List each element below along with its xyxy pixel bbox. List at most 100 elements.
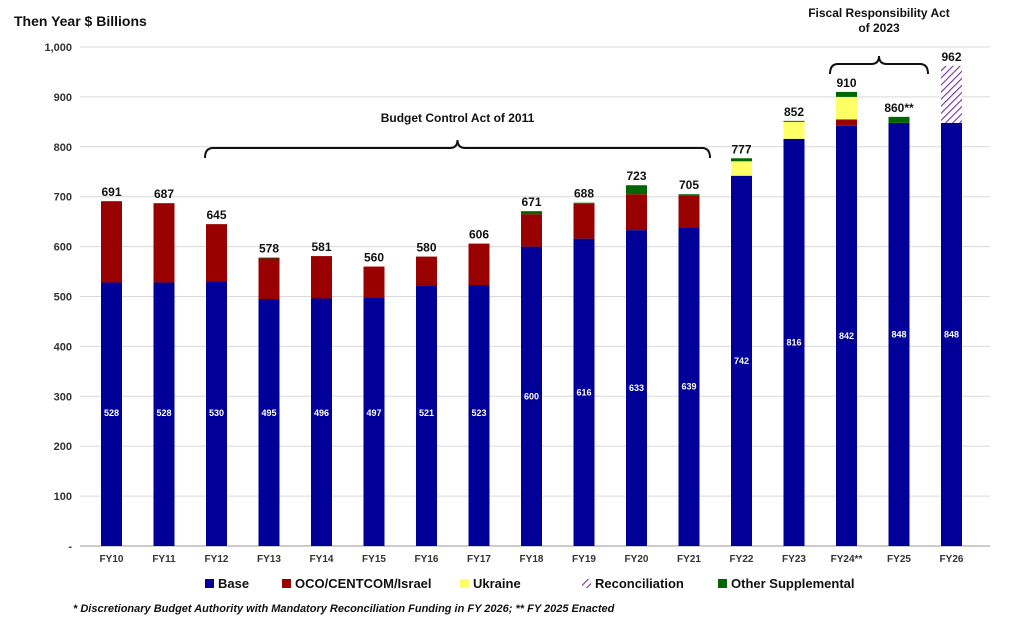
- bar-segment-base: [573, 238, 595, 546]
- bar-segment-oco-centcom-israel: [153, 203, 175, 283]
- bar-segment-oco-centcom-israel: [206, 224, 227, 282]
- total-value-label: 860**: [884, 101, 914, 115]
- y-tick-label: 800: [54, 142, 72, 154]
- base-value-label: 600: [524, 391, 539, 401]
- base-value-label: 496: [314, 408, 329, 418]
- bar-segment-base: [888, 122, 910, 547]
- x-tick-label: FY13: [257, 554, 281, 565]
- total-value-label: 606: [469, 228, 489, 242]
- bar-segment-base: [206, 281, 227, 546]
- y-tick-label: 900: [54, 92, 72, 104]
- bar-segment-base: [153, 282, 175, 546]
- y-tick-label: 200: [54, 441, 72, 453]
- total-value-label: 645: [206, 208, 226, 222]
- bar-segment-oco-centcom-israel: [101, 201, 122, 283]
- bar-series: 528 691 528 687 530 645 495 578 496 581 497 560 521 5…: [101, 50, 962, 547]
- base-value-label: 816: [786, 337, 801, 347]
- base-value-label: 848: [944, 329, 959, 339]
- x-tick-label: FY16: [415, 554, 439, 565]
- bar-segment-oco-centcom-israel: [678, 195, 700, 228]
- base-value-label: 528: [104, 408, 119, 418]
- base-value-label: 497: [366, 408, 381, 418]
- legend-swatch: [205, 579, 214, 588]
- legend-label: Reconciliation: [595, 576, 684, 591]
- bar-segment-base: [416, 286, 437, 546]
- legend-label: OCO/CENTCOM/Israel: [295, 576, 432, 591]
- bracket-label: Fiscal Responsibility Act: [808, 6, 950, 20]
- bar-segment-other-supplemental: [258, 257, 280, 259]
- x-axis-ticks: FY10 FY11 FY12 FY13 FY14 FY15 FY16 FY17 FY18 FY19…: [100, 554, 964, 565]
- x-tick-label: FY23: [782, 554, 806, 565]
- x-tick-label: FY25: [887, 554, 911, 565]
- y-tick-label: 500: [54, 292, 72, 304]
- y-tick-label: 700: [54, 192, 72, 204]
- bar-segment-oco-centcom-israel: [363, 266, 385, 298]
- bar-segment-reconciliation: [941, 65, 962, 123]
- base-value-label: 639: [681, 382, 696, 392]
- bar-segment-base: [941, 122, 962, 547]
- bar-segment-base: [101, 282, 122, 546]
- legend-label: Base: [218, 576, 249, 591]
- base-value-label: 530: [209, 408, 224, 418]
- x-tick-label: FY18: [520, 554, 544, 565]
- legend-label: Other Supplemental: [731, 576, 855, 591]
- x-tick-label: FY10: [100, 554, 124, 565]
- x-tick-label: FY26: [940, 554, 964, 565]
- x-tick-label: FY14: [310, 554, 334, 565]
- x-tick-label: FY12: [205, 554, 229, 565]
- base-value-label: 495: [261, 408, 276, 418]
- bar-segment-oco-centcom-israel: [521, 214, 542, 247]
- bar-segment-oco-centcom-israel: [311, 256, 332, 299]
- total-value-label: 580: [416, 241, 436, 255]
- y-tick-label: 1,000: [44, 42, 72, 54]
- bar-segment-oco-centcom-israel: [258, 258, 280, 299]
- base-value-label: 523: [471, 408, 486, 418]
- bar-segment-other-supplemental: [731, 158, 752, 162]
- total-value-label: 691: [101, 185, 121, 199]
- total-value-label: 671: [521, 195, 541, 209]
- x-tick-label: FY15: [362, 554, 386, 565]
- bar-segment-other-supplemental: [888, 116, 910, 123]
- total-value-label: 687: [154, 187, 174, 201]
- total-value-label: 852: [784, 105, 804, 119]
- base-value-label: 521: [419, 408, 434, 418]
- bar-segment-base: [363, 297, 385, 546]
- bracket-annotations: Budget Control Act of 2011 Fiscal Respons…: [204, 6, 950, 159]
- total-value-label: 560: [364, 251, 384, 265]
- base-value-label: 842: [839, 331, 854, 341]
- legend-label: Ukraine: [473, 576, 521, 591]
- base-value-label: 528: [156, 408, 171, 418]
- y-axis-title: Then Year $ Billions: [14, 13, 147, 29]
- footnote: * Discretionary Budget Authority with Ma…: [73, 603, 615, 615]
- total-value-label: 723: [626, 169, 646, 183]
- x-tick-label: FY22: [730, 554, 754, 565]
- y-axis-ticks: - 100 200 300 400 500 600 700 800 900 1,000: [44, 42, 72, 553]
- bar-segment-oco-centcom-israel: [416, 256, 437, 287]
- legend-swatch: [718, 579, 727, 588]
- x-tick-label: FY11: [152, 554, 176, 565]
- bar-segment-base: [731, 175, 752, 546]
- total-value-label: 581: [311, 240, 331, 254]
- bracket-label: Budget Control Act of 2011: [381, 111, 535, 125]
- bar-segment-base: [258, 298, 280, 546]
- legend-swatch: [582, 579, 591, 588]
- total-value-label: 578: [259, 242, 279, 256]
- bracket: [829, 55, 929, 75]
- base-value-label: 848: [891, 329, 906, 339]
- x-tick-label: FY17: [467, 554, 491, 565]
- bar-segment-base: [783, 138, 805, 547]
- bar-segment-base: [468, 285, 490, 546]
- bar-segment-oco-centcom-israel: [573, 203, 595, 239]
- base-value-label: 616: [576, 387, 591, 397]
- x-tick-label: FY20: [625, 554, 649, 565]
- bar-segment-other-supplemental: [783, 120, 805, 122]
- x-tick-label: FY24**: [831, 554, 863, 565]
- legend-swatch: [460, 579, 469, 588]
- y-tick-label: -: [68, 541, 72, 553]
- base-value-label: 742: [734, 356, 749, 366]
- y-tick-label: 300: [54, 391, 72, 403]
- bar-segment-ukraine: [783, 121, 805, 139]
- bar-segment-oco-centcom-israel: [468, 243, 490, 286]
- bar-segment-ukraine: [731, 161, 752, 176]
- bar-segment-other-supplemental: [678, 194, 700, 196]
